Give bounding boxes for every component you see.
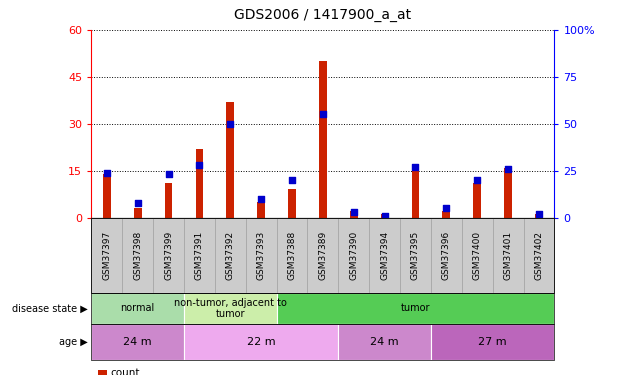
Text: disease state ▶: disease state ▶	[13, 303, 88, 313]
Bar	[411, 168, 420, 217]
Bar	[350, 211, 358, 217]
Point	[194, 162, 204, 168]
Text: GSM37390: GSM37390	[349, 230, 358, 280]
Bar	[288, 189, 296, 217]
Text: GSM37392: GSM37392	[226, 230, 235, 280]
Text: count: count	[110, 368, 140, 375]
Point	[441, 205, 451, 211]
Point	[349, 209, 359, 215]
Bar	[134, 208, 142, 218]
Text: GSM37393: GSM37393	[256, 230, 266, 280]
Text: GSM37391: GSM37391	[195, 230, 204, 280]
Point	[226, 121, 236, 127]
Text: GSM37396: GSM37396	[442, 230, 451, 280]
Text: GSM37395: GSM37395	[411, 230, 420, 280]
Point	[411, 164, 421, 170]
Text: tumor: tumor	[401, 303, 430, 313]
Bar	[319, 61, 327, 217]
Bar	[257, 202, 265, 217]
Point	[379, 213, 389, 219]
Point	[163, 171, 173, 177]
Text: GSM37394: GSM37394	[380, 230, 389, 280]
Point	[472, 177, 482, 183]
Bar	[103, 174, 111, 217]
Text: GSM37397: GSM37397	[102, 230, 112, 280]
Point	[503, 166, 513, 172]
Bar	[226, 102, 234, 218]
Text: GSM37400: GSM37400	[472, 230, 482, 280]
Text: age ▶: age ▶	[59, 337, 88, 347]
Text: GSM37401: GSM37401	[503, 230, 513, 280]
Text: 22 m: 22 m	[247, 337, 275, 347]
Point	[101, 170, 112, 176]
Bar	[195, 149, 203, 217]
Point	[534, 211, 544, 217]
Bar	[535, 214, 543, 217]
Point	[132, 200, 142, 206]
Point	[318, 111, 328, 117]
Bar	[442, 211, 450, 217]
Bar	[473, 183, 481, 218]
Bar	[504, 168, 512, 217]
Text: non-tumor, adjacent to
tumor: non-tumor, adjacent to tumor	[174, 298, 287, 319]
Text: 24 m: 24 m	[123, 337, 152, 347]
Point	[287, 177, 297, 183]
Point	[256, 196, 266, 202]
Text: GSM37389: GSM37389	[318, 230, 328, 280]
Bar	[164, 183, 173, 218]
Text: GSM37398: GSM37398	[133, 230, 142, 280]
Text: 24 m: 24 m	[370, 337, 399, 347]
Text: GDS2006 / 1417900_a_at: GDS2006 / 1417900_a_at	[234, 9, 411, 22]
Text: GSM37399: GSM37399	[164, 230, 173, 280]
Bar	[381, 214, 389, 217]
Text: GSM37402: GSM37402	[534, 231, 544, 279]
Text: 27 m: 27 m	[478, 337, 507, 347]
Text: GSM37388: GSM37388	[287, 230, 297, 280]
Text: normal: normal	[120, 303, 155, 313]
